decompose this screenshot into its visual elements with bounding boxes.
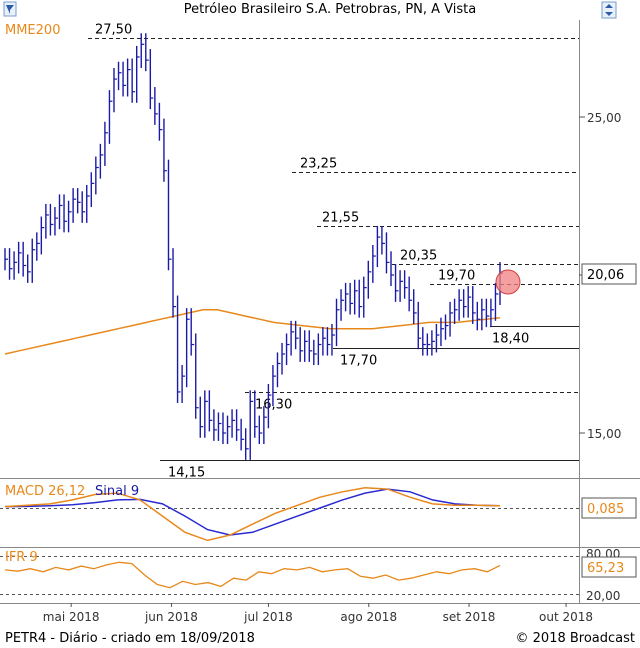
level-label: 23,25	[300, 157, 337, 172]
chart-title: Petróleo Brasileiro S.A. Petrobras, PN, …	[184, 2, 476, 17]
level-label: 21,55	[322, 211, 359, 226]
x-tick-label: set 2018	[443, 610, 496, 624]
adjust-icon[interactable]	[601, 1, 617, 19]
macd-label: MACD 26,12	[5, 484, 85, 499]
ifr-last-value-box: 65,23	[581, 556, 637, 578]
level-label: 14,15	[168, 466, 205, 481]
ifr-tick-20: 20,00	[586, 589, 620, 603]
price-last-value: 20,06	[587, 268, 624, 283]
highlight-marker	[495, 269, 521, 295]
price-last-value-box: 20,06	[581, 263, 637, 285]
macd-signal-label: Sinal 9	[95, 484, 139, 499]
support-resistance-levels: 27,5023,2521,5520,3519,7018,4017,7016,30…	[88, 23, 579, 481]
footer-left: PETR4 - Diário - criado em 18/09/2018	[5, 631, 255, 646]
macd-signal-series	[4, 488, 501, 536]
x-axis: mai 2018 jun 2018 jul 2018 ago 2018 set 2018…	[43, 603, 593, 624]
ifr-line	[4, 561, 501, 589]
level-label: 18,40	[492, 332, 529, 347]
macd-series	[4, 487, 501, 542]
level-label: 17,70	[340, 354, 377, 369]
x-tick-label: out 2018	[539, 610, 593, 624]
level-label: 20,35	[400, 249, 437, 264]
ifr-label: IFR 9	[5, 550, 38, 565]
price-tick-label: 15,00	[587, 427, 621, 441]
ifr-series	[4, 561, 501, 589]
price-bars	[4, 33, 503, 460]
level-label: 19,70	[438, 269, 475, 284]
mme200-series	[4, 309, 501, 355]
macd-lines	[4, 487, 501, 542]
macd-last-value-box: 0,085	[581, 497, 637, 519]
ifr-last-value: 65,23	[587, 561, 624, 576]
x-tick-label: jun 2018	[144, 610, 198, 624]
macd-last-value: 0,085	[587, 502, 624, 517]
x-tick-label: mai 2018	[43, 610, 100, 624]
mme200-label: MME200	[5, 23, 60, 38]
panel-frames	[0, 20, 640, 604]
mme200-line	[4, 309, 501, 355]
x-tick-label: jul 2018	[243, 610, 293, 624]
price-tick-label: 25,00	[587, 111, 621, 125]
level-label: 27,50	[95, 23, 132, 38]
footer-right: © 2018 Broadcast	[516, 631, 635, 646]
x-tick-label: ago 2018	[340, 610, 397, 624]
filter-icon[interactable]	[3, 1, 17, 17]
